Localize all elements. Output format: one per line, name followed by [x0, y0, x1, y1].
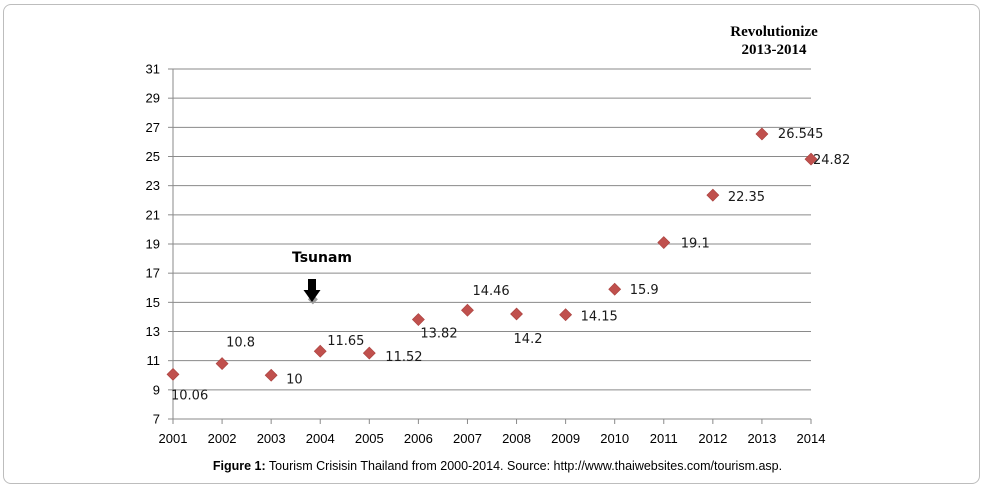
data-points — [166, 127, 818, 382]
x-tick-label: 2011 — [650, 431, 678, 446]
data-point — [362, 346, 376, 360]
data-point — [510, 307, 523, 321]
x-tick-label: 2010 — [600, 431, 629, 446]
x-tick-label: 2012 — [698, 431, 727, 446]
data-label: 10.8 — [226, 336, 255, 351]
y-tick-label: 17 — [146, 266, 160, 281]
data-point — [559, 308, 573, 322]
y-tick-label: 27 — [146, 120, 160, 135]
data-point — [166, 367, 180, 381]
data-label: 11.65 — [327, 334, 364, 349]
x-tick-label: 2005 — [355, 431, 384, 446]
data-label: 19.1 — [681, 237, 710, 252]
y-tick-label: 31 — [146, 62, 160, 77]
x-tick-label: 2009 — [551, 431, 580, 446]
data-label: 24.82 — [813, 153, 850, 168]
caption-text: Tourism Crisisin Thailand from 2000-2014… — [265, 459, 783, 473]
caption-prefix: Figure 1: — [212, 459, 266, 473]
x-tick-label: 2008 — [502, 431, 531, 446]
data-point — [657, 236, 671, 249]
tsunami-annotation: Tsunam — [292, 250, 352, 302]
data-point — [313, 344, 327, 358]
data-label: 22.35 — [728, 190, 765, 205]
data-label: 11.52 — [385, 350, 422, 365]
data-label: 10.06 — [171, 388, 208, 403]
revolution-annotation: Revolutionize 2013-2014 — [730, 24, 818, 58]
data-point — [706, 188, 720, 202]
data-point — [755, 127, 769, 141]
revolution-label-line2: 2013-2014 — [742, 42, 807, 58]
x-tick-label: 2007 — [453, 431, 482, 446]
data-point — [411, 313, 425, 326]
axes — [168, 68, 812, 424]
data-label: 15.9 — [630, 283, 659, 298]
y-tick-label: 29 — [146, 91, 160, 106]
x-tick-label: 2013 — [747, 431, 776, 446]
data-label: 10 — [286, 372, 303, 387]
data-point — [264, 368, 278, 382]
y-tick-label: 9 — [153, 382, 160, 397]
y-tick-label: 21 — [146, 207, 160, 222]
y-tick-label: 25 — [146, 149, 160, 164]
gridlines — [173, 68, 811, 420]
data-label: 26.545 — [778, 127, 824, 142]
revolution-label-line1: Revolutionize — [730, 24, 818, 40]
y-tick-label: 7 — [153, 412, 160, 427]
x-tick-label: 2014 — [797, 431, 826, 446]
data-point — [608, 282, 622, 296]
data-label: 13.82 — [420, 327, 457, 342]
data-label: 14.46 — [472, 284, 509, 299]
figure-caption: Figure 1: Tourism Crisisin Thailand from… — [0, 459, 995, 473]
data-label: 14.2 — [514, 332, 543, 347]
y-tick-label: 19 — [146, 237, 160, 252]
y-tick-label: 11 — [147, 353, 161, 368]
data-point — [804, 152, 818, 166]
y-tick-label: 15 — [146, 295, 160, 310]
data-point — [215, 357, 229, 371]
y-tick-labels: 7 9 11 13 15 17 19 21 23 25 27 29 31 — [146, 62, 160, 427]
x-tick-label: 2001 — [159, 431, 188, 446]
y-tick-label: 23 — [146, 178, 160, 193]
data-labels: 10.06 10.8 10 11.65 11.52 13.82 14.46 14.2 14.15… — [171, 127, 850, 403]
x-tick-label: 2006 — [404, 431, 433, 446]
x-tick-label: 2004 — [306, 431, 335, 446]
data-point — [461, 303, 474, 317]
x-tick-labels: 2001 2002 2003 2004 2005 2006 2007 2008 2009 2010… — [159, 431, 826, 446]
down-arrow-icon — [303, 279, 321, 302]
y-tick-label: 13 — [146, 324, 160, 339]
tsunami-label: Tsunam — [292, 250, 352, 266]
x-tick-label: 2003 — [257, 431, 286, 446]
x-tick-label: 2002 — [208, 431, 237, 446]
data-label: 14.15 — [581, 310, 618, 325]
